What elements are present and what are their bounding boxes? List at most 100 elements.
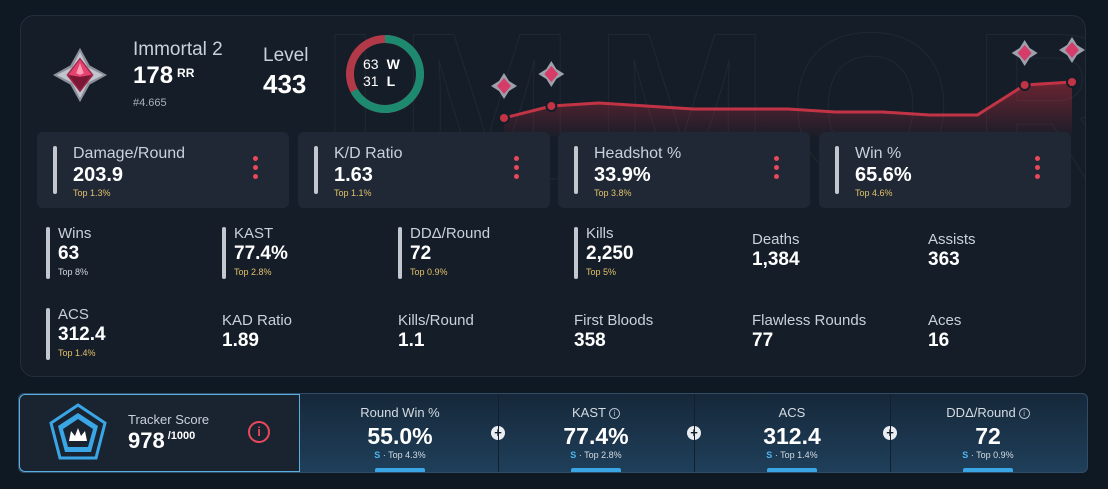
rank-rating: 178 RR: [133, 62, 194, 90]
percentile-text: · Top 2.8%: [578, 450, 622, 460]
stat-label: Kills/Round: [398, 312, 474, 329]
stat-value: 1.63: [334, 164, 373, 186]
immortal-rank-icon: [52, 47, 108, 103]
cell-divider: [890, 394, 891, 472]
tracker-cell-dd-round: DDΔ/Round i 72 S · Top 0.9%: [890, 394, 1086, 472]
tracker-cell-label-text: Round Win %: [360, 405, 440, 420]
tracker-cell-indicator: [963, 468, 1013, 472]
stat-accent-bar: [46, 227, 50, 279]
rr-point: [1066, 76, 1078, 88]
tracker-score-max: /1000: [167, 430, 196, 442]
tracker-logo-icon: [49, 403, 107, 460]
percentile-text: · Top 0.9%: [970, 450, 1014, 460]
stat-value: 203.9: [73, 164, 124, 186]
rank-name: Immortal 2: [133, 39, 223, 60]
tracker-cell-indicator: [767, 468, 817, 472]
stat-value: 72: [410, 243, 432, 264]
tracker-score-bar: Tracker Score 978/1000 i Round Win % 55.0…: [18, 393, 1088, 473]
rr-unit: RR: [177, 66, 195, 80]
tracker-cell-percentile: S · Top 2.8%: [498, 450, 694, 460]
losses-record: 31 L: [363, 73, 395, 89]
kebab-menu-icon[interactable]: [251, 156, 259, 184]
tracker-score-label: Tracker Score: [128, 412, 210, 427]
kebab-menu-icon[interactable]: [512, 156, 520, 184]
stat-percentile: Top 3.8%: [594, 188, 632, 198]
stat-value: 16: [928, 330, 950, 351]
level-value: 433: [263, 69, 307, 99]
info-icon[interactable]: i: [608, 408, 620, 419]
stat-label: Win %: [855, 145, 902, 162]
featured-stat-win-: Win % 65.6% Top 4.6%: [819, 132, 1071, 208]
rr-point: [545, 100, 558, 112]
stat-value: 312.4: [58, 324, 106, 345]
stat-label: K/D Ratio: [334, 145, 403, 162]
grade-badge: S: [766, 450, 773, 460]
tracker-cell-acs: ACS 312.4 S · Top 1.4%: [694, 394, 890, 472]
stat-value: 2,250: [586, 243, 634, 264]
rank-marker-icon: [1059, 37, 1085, 63]
stat-accent-bar: [53, 146, 57, 194]
tracker-cell-percentile: S · Top 1.4%: [694, 450, 890, 460]
tracker-cell-label: Round Win %: [302, 405, 498, 420]
grade-badge: S: [374, 450, 381, 460]
stat-accent-bar: [574, 146, 578, 194]
featured-stat-k-d-ratio: K/D Ratio 1.63 Top 1.1%: [298, 132, 550, 208]
percentile-text: · Top 4.3%: [382, 450, 426, 460]
rr-history-chart[interactable]: [486, 28, 1086, 140]
stat-label: Damage/Round: [73, 145, 186, 162]
grade-badge: S: [962, 450, 969, 460]
tracker-cell-value: 55.0%: [367, 423, 433, 449]
stat-accent-bar: [314, 146, 318, 194]
tracker-cell-label-text: KAST: [572, 405, 606, 420]
stat-label: Headshot %: [594, 145, 682, 162]
rank-marker-icon: [538, 61, 565, 87]
grade-badge: S: [570, 450, 577, 460]
stat-percentile: Top 2.8%: [234, 267, 272, 277]
rr-line: [503, 80, 1073, 120]
stat-accent-bar: [46, 308, 50, 360]
tracker-cell-value: 312.4: [763, 423, 821, 449]
stat-value: 33.9%: [594, 164, 651, 186]
leaderboard-position: #4.665: [133, 97, 167, 109]
info-icon[interactable]: i: [248, 421, 270, 443]
stat-value: 77: [752, 330, 774, 351]
rr-point: [498, 112, 510, 124]
stat-label: ACS: [58, 306, 89, 323]
stat-percentile: Top 1.3%: [73, 188, 111, 198]
stat-value: 77.4%: [234, 243, 288, 264]
stat-value: 1.89: [222, 330, 259, 351]
featured-stat-headshot-: Headshot % 33.9% Top 3.8%: [558, 132, 810, 208]
level-label: Level: [263, 45, 309, 66]
kebab-menu-icon[interactable]: [1033, 156, 1041, 184]
stat-value: 1,384: [752, 249, 800, 270]
cell-divider: [498, 394, 499, 472]
rr-point: [1018, 79, 1031, 91]
tracker-score-number: 978: [128, 428, 165, 453]
tracker-score-value: 978/1000: [128, 428, 195, 454]
win-loss-donut: [346, 35, 424, 113]
info-icon[interactable]: i: [1018, 408, 1030, 419]
stat-label: Assists: [928, 231, 976, 248]
wins-count: 63: [363, 56, 379, 72]
rr-area: [504, 82, 1072, 140]
stat-label: KAST: [234, 225, 274, 242]
stat-value: 363: [928, 249, 960, 270]
stat-label: KAD Ratio: [222, 312, 293, 329]
stat-percentile: Top 4.6%: [855, 188, 893, 198]
tracker-cell-round-win-: Round Win % 55.0% S · Top 4.3%: [302, 394, 498, 472]
featured-stat-damage-round: Damage/Round 203.9 Top 1.3%: [37, 132, 289, 208]
tracker-cell-label: KAST i: [498, 405, 694, 420]
losses-label: L: [386, 73, 396, 89]
tracker-cell-value: 77.4%: [563, 423, 629, 449]
stat-label: Flawless Rounds: [752, 312, 867, 329]
stat-percentile: Top 1.4%: [58, 348, 96, 358]
percentile-text: · Top 1.4%: [774, 450, 818, 460]
rank-marker-icon: [1011, 40, 1038, 66]
rr-value: 178: [133, 62, 174, 89]
tracker-cell-value: 72: [975, 423, 1001, 449]
kebab-menu-icon[interactable]: [772, 156, 780, 184]
stat-label: Aces: [928, 312, 962, 329]
stat-percentile: Top 8%: [58, 267, 89, 277]
stat-label: Deaths: [752, 231, 800, 248]
